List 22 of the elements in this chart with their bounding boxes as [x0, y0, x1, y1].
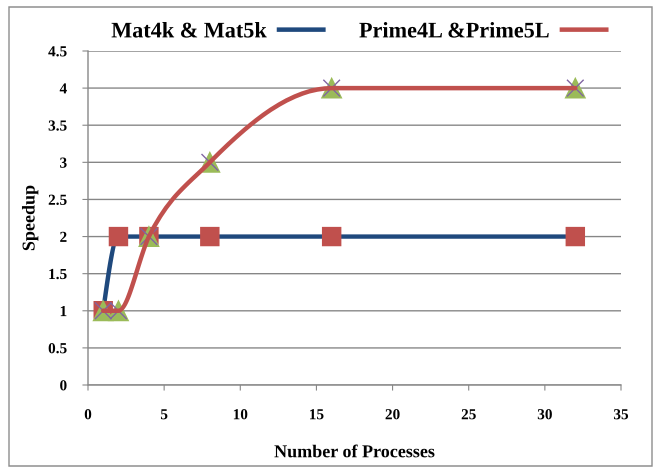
y-tick-label: 1.5 — [49, 268, 67, 280]
x-tick-label: 5 — [160, 409, 168, 420]
x-tick-label: 0 — [84, 409, 92, 420]
y-axis-title: Speedup — [22, 186, 38, 250]
y-tick-label: 1 — [60, 306, 66, 316]
x-axis-title: Number of Processes — [274, 444, 434, 458]
legend-label: Prime4L &Prime5L — [359, 22, 549, 38]
y-tick-label: 3 — [60, 158, 67, 168]
y-tick-label: 4 — [60, 83, 67, 94]
x-tick-label: 15 — [310, 409, 324, 420]
x-tick-label: 30 — [538, 409, 552, 420]
y-tick-label: 4.5 — [48, 46, 67, 57]
x-tick-label: 10 — [234, 409, 248, 420]
x-tick-label: 35 — [614, 409, 628, 420]
x-tick-label: 25 — [462, 409, 476, 420]
y-tick-label: 0.5 — [48, 343, 67, 354]
y-tick-label: 0 — [60, 380, 67, 390]
x-tick-label: 20 — [386, 409, 400, 420]
y-tick-label: 2 — [60, 232, 67, 242]
legend-label: Mat4k & Mat5k — [112, 22, 267, 38]
y-tick-label: 3.5 — [48, 120, 67, 131]
y-tick-label: 2.5 — [48, 194, 67, 205]
